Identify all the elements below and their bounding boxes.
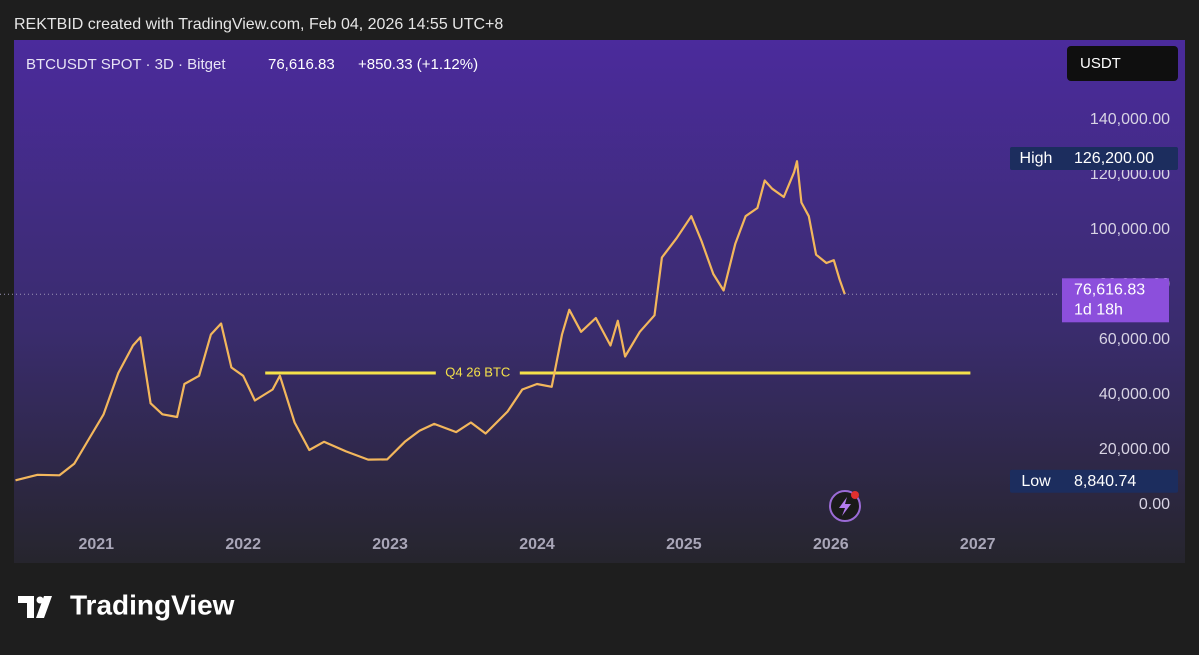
- y-tick-label: 40,000.00: [1099, 386, 1170, 403]
- price-label-box: [1010, 469, 1178, 493]
- symbol: BTCUSDT SPOT · 3D · Bitget: [26, 56, 226, 73]
- alert-icon[interactable]: [829, 490, 861, 522]
- price-label-value: 8,840.74: [1074, 473, 1136, 490]
- y-tick-label: 140,000.00: [1090, 111, 1170, 128]
- y-tick-label: 20,000.00: [1099, 441, 1170, 458]
- x-tick-label: 2027: [960, 536, 996, 553]
- chart-background: [14, 40, 1185, 563]
- y-tick-label: 60,000.00: [1099, 331, 1170, 348]
- x-tick-label: 2021: [78, 536, 114, 553]
- price-label-name: High: [1020, 150, 1053, 167]
- price-label-value: 126,200.00: [1074, 150, 1154, 167]
- last-price-label: 76,616.83: [1074, 282, 1145, 299]
- price: 76,616.83: [268, 56, 335, 73]
- brand: TradingView: [18, 589, 235, 620]
- x-tick-label: 2024: [519, 536, 555, 553]
- credit: REKTBID created with TradingView.com, Fe…: [14, 16, 503, 33]
- change: +850.33 (+1.12%): [358, 56, 478, 73]
- price-label-box: [1010, 146, 1178, 170]
- x-tick-label: 2025: [666, 536, 702, 553]
- countdown: 1d 18h: [1074, 302, 1123, 319]
- price-line: [15, 160, 846, 482]
- level-label: Q4 26 BTC: [445, 364, 510, 379]
- brand-name: TradingView: [70, 589, 235, 620]
- x-tick-label: 2022: [225, 536, 261, 553]
- y-tick-label: 120,000.00: [1090, 166, 1170, 183]
- x-tick-label: 2023: [372, 536, 408, 553]
- last-price-box: [1062, 278, 1169, 323]
- price-label-name: Low: [1021, 473, 1051, 490]
- y-tick-label: 0.00: [1139, 496, 1170, 513]
- currency[interactable]: USDT: [1080, 55, 1121, 72]
- currency-box[interactable]: [1067, 46, 1178, 81]
- y-tick-label: 100,000.00: [1090, 221, 1170, 238]
- x-tick-label: 2026: [813, 536, 849, 553]
